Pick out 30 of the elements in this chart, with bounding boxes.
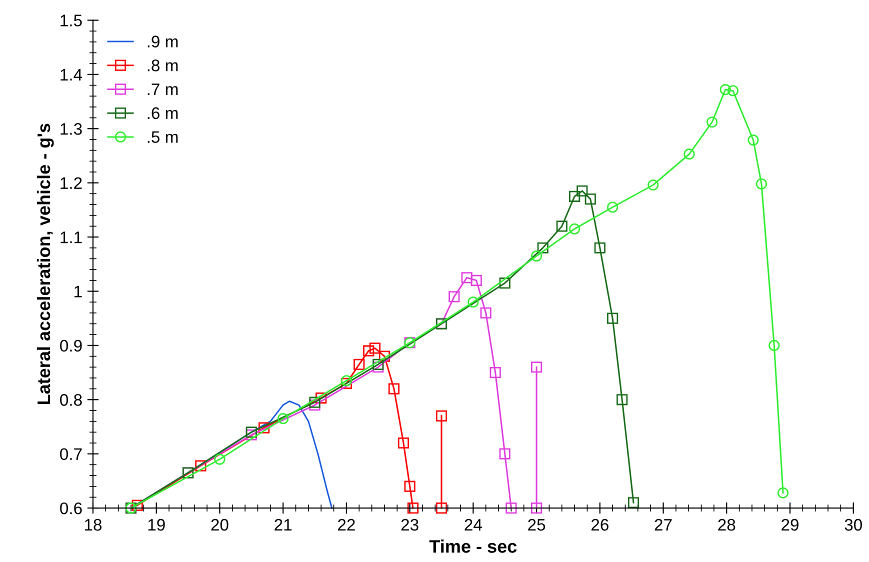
y-tick-label: 0.7 <box>60 448 82 460</box>
x-tick-label: 26 <box>591 518 608 531</box>
x-tick-label: 21 <box>274 518 292 531</box>
y-axis-title: Lateral acceleration, vehicle - g's <box>36 124 54 404</box>
y-tick-label: 1.5 <box>60 14 82 26</box>
x-tick-label: 24 <box>464 518 482 531</box>
legend-label: .7 m <box>148 84 178 96</box>
y-tick-label: 1.4 <box>60 69 82 80</box>
y-tick-label: 0.9 <box>60 340 82 352</box>
y-tick-label: 1.1 <box>60 232 82 244</box>
x-tick-label: 29 <box>782 518 798 531</box>
legend-label: .5 m <box>148 131 178 143</box>
x-tick-label: 18 <box>84 518 102 531</box>
y-tick-label: 1 <box>74 286 82 298</box>
y-tick-label: 0.6 <box>60 502 82 514</box>
x-tick-label: 19 <box>148 518 165 531</box>
y-tick-label: 1.3 <box>60 123 82 135</box>
legend-label: .8 m <box>148 60 178 72</box>
x-tick-label: 20 <box>211 518 228 531</box>
y-tick-label: 0.8 <box>60 394 82 406</box>
x-tick-label: 30 <box>844 518 862 531</box>
x-axis-title: Time - sec <box>429 540 517 553</box>
x-tick-label: 25 <box>528 518 546 531</box>
legend-label: .6 m <box>148 107 178 120</box>
y-tick-label: 1.2 <box>60 177 82 189</box>
x-tick-label: 22 <box>338 518 355 531</box>
x-tick-label: 23 <box>401 518 418 531</box>
x-tick-label: 28 <box>718 518 736 531</box>
x-tick-label: 27 <box>654 518 672 531</box>
legend-label: .9 m <box>148 36 178 48</box>
